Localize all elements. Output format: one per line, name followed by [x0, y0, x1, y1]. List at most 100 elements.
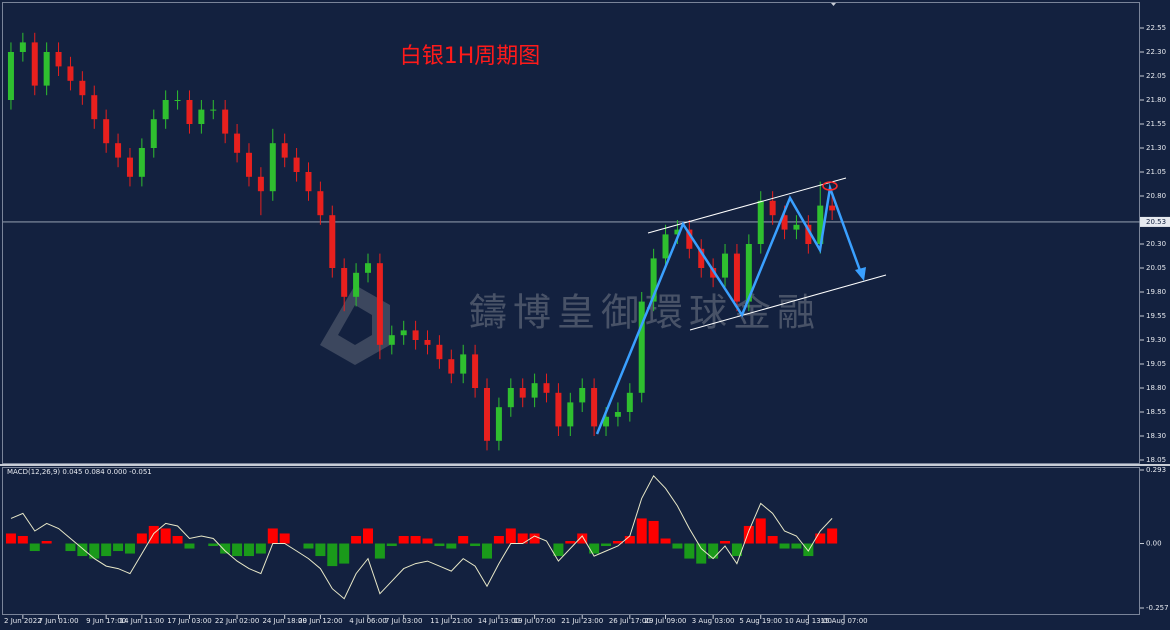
candle-body	[376, 263, 383, 345]
candle-body	[281, 143, 288, 158]
histogram-bar	[17, 535, 28, 544]
x-tick-label: 22 Jun 02:00	[215, 617, 259, 625]
y-tick-label: 18.30	[1146, 432, 1166, 440]
x-tick-label: 3 Aug 03:00	[692, 617, 735, 625]
histogram-bar	[648, 520, 659, 544]
macd-line	[10, 474, 833, 600]
histogram-bar	[446, 543, 457, 549]
histogram-bar	[601, 543, 612, 547]
candle-body	[234, 133, 241, 153]
x-tick-label: 29 Jul 09:00	[645, 617, 687, 625]
candle-body	[460, 354, 467, 374]
histogram-bar	[136, 533, 147, 544]
histogram-bar	[505, 528, 516, 544]
candle-body	[67, 66, 74, 81]
candle-body	[579, 388, 586, 403]
candle-body	[686, 229, 693, 249]
candle-body	[591, 388, 598, 427]
histogram-bar	[470, 543, 481, 547]
candle-body	[245, 152, 252, 177]
histogram-bar	[77, 543, 88, 557]
candle-body	[674, 229, 681, 235]
y-tick-label: 21.80	[1146, 96, 1166, 104]
candle-body	[55, 52, 62, 67]
x-tick-label: 7 Jul 03:00	[385, 617, 423, 625]
candle-body	[603, 416, 610, 427]
histogram-bar	[315, 543, 326, 557]
histogram-bar	[184, 543, 195, 549]
y-tick-label: 0.293	[1146, 466, 1166, 474]
histogram-bar	[791, 543, 802, 549]
arrow-head	[855, 267, 866, 281]
histogram-bar	[5, 533, 16, 544]
candle-body	[126, 157, 133, 177]
candle-body	[424, 340, 431, 345]
candle-body	[19, 42, 26, 52]
candle-body	[257, 176, 264, 192]
candle-body	[543, 383, 550, 393]
histogram-bar	[172, 535, 183, 544]
histogram-bar	[41, 541, 52, 544]
channel-lower	[689, 274, 887, 331]
y-tick-label: 21.30	[1146, 144, 1166, 152]
x-tick-label: 26 Jul 17:00	[609, 617, 651, 625]
candle-body	[484, 388, 491, 441]
histogram-bar	[386, 543, 397, 547]
histogram-bar	[101, 543, 112, 557]
plot: 18.05 18.30 18.55 18.80 19.05 19.30 19.55 19.80…	[3, 24, 1170, 625]
x-tick-label: 29 Jun 12:00	[298, 617, 342, 625]
x-tick-label: 19 Jul 07:00	[514, 617, 556, 625]
y-tick-label: 19.55	[1146, 312, 1166, 320]
histogram-bar	[374, 543, 385, 559]
chart-title: 白银1H周期图	[400, 44, 541, 69]
candle-body	[781, 215, 788, 230]
y-tick-label: 22.55	[1146, 24, 1166, 32]
histogram-bar	[243, 543, 254, 557]
histogram-bar	[731, 543, 742, 557]
histogram-bar	[398, 535, 409, 544]
x-tick-label: 9 Jun 17:00	[86, 617, 126, 625]
histogram-bar	[89, 543, 100, 559]
candle-body	[626, 392, 633, 412]
candle-body	[817, 205, 824, 244]
candle-body	[79, 80, 86, 96]
candle-body	[733, 253, 740, 302]
x-tick-label: 11 Jul 21:00	[430, 617, 472, 625]
x-tick-label: 24 Jun 18:00	[262, 617, 306, 625]
x-tick-label: 10 Aug 13:00	[785, 617, 832, 625]
candle-body	[305, 172, 312, 192]
x-tick-label: 14 Jul 13:00	[478, 617, 520, 625]
histogram-bar	[624, 535, 635, 544]
histogram-bar	[220, 543, 231, 554]
y-tick-label: 18.55	[1146, 408, 1166, 416]
candle-body	[412, 330, 419, 340]
candle-body	[329, 215, 336, 268]
histogram-bar	[696, 543, 707, 564]
candle-body	[222, 109, 229, 134]
channel-upper	[647, 177, 847, 234]
histogram-bar	[803, 543, 814, 557]
candle-body	[614, 412, 621, 417]
histogram-bar	[815, 533, 826, 544]
histogram-bar	[684, 543, 695, 559]
candle-body	[650, 258, 657, 302]
x-tick-label: 17 Jun 03:00	[167, 617, 211, 625]
histogram-bar	[267, 528, 278, 544]
last-price-label: 20.53	[1146, 218, 1166, 226]
candle-body	[103, 119, 110, 144]
macd-label: MACD(12,26,9) 0.045 0.084 0.000 -0.051	[7, 468, 152, 476]
candle-body	[698, 248, 705, 268]
histogram-bar	[755, 518, 766, 544]
histogram-bar	[339, 543, 350, 564]
histogram-bar	[410, 535, 421, 544]
candle-body	[710, 268, 717, 278]
candle-body	[317, 191, 324, 216]
candle-body	[757, 200, 764, 244]
candle-body	[91, 95, 98, 120]
histogram-bar	[458, 535, 469, 544]
histogram-bar	[577, 533, 588, 544]
histogram-bar	[303, 543, 314, 549]
histogram-bar	[517, 533, 528, 544]
histogram-bar	[434, 543, 445, 547]
candle-body	[174, 100, 181, 101]
